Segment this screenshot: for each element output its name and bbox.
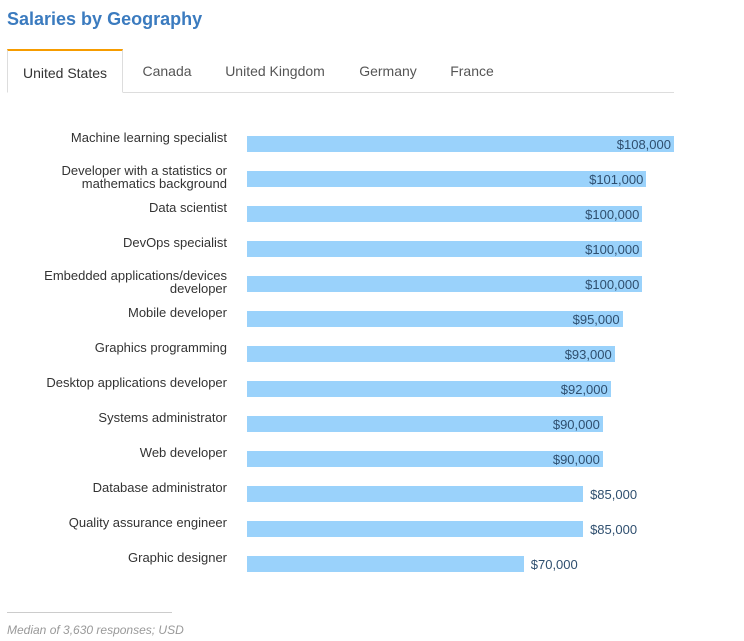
value-label: $93,000 [564,347,612,362]
category-label: Graphic designer [128,550,227,565]
value-label: $90,000 [552,452,600,467]
bar [247,521,584,537]
category-label: Systems administrator [98,410,227,425]
value-label: $85,000 [590,522,638,537]
bar [247,206,643,222]
bar [247,241,643,257]
bar [247,171,647,187]
value-label: $85,000 [590,487,638,502]
country-tabs: United States Canada United Kingdom Germ… [7,49,674,93]
footnote-divider [7,612,172,613]
tab-germany[interactable]: Germany [359,63,417,79]
value-label: $92,000 [560,382,608,397]
value-label: $100,000 [585,242,640,257]
bar [247,451,603,467]
bar [247,556,524,572]
value-label: $100,000 [585,277,640,292]
category-label: Database administrator [92,480,227,495]
bar [247,276,643,292]
tab-france[interactable]: France [450,63,494,79]
category-label: Mobile developer [127,305,227,320]
category-label: Quality assurance engineer [68,515,227,530]
category-label: DevOps specialist [122,235,227,250]
value-label: $108,000 [616,137,671,152]
page-title: Salaries by Geography [7,9,203,29]
tab-united-kingdom[interactable]: United Kingdom [225,63,325,79]
category-label: Data scientist [148,200,227,215]
category-label: Embedded applications/devices developer [44,268,227,296]
bar [247,486,584,502]
bar [247,346,615,362]
category-label: Web developer [139,445,227,460]
value-label: $90,000 [552,417,600,432]
bar [247,381,611,397]
tab-canada[interactable]: Canada [142,63,192,79]
value-label: $101,000 [589,172,644,187]
value-label: $95,000 [572,312,620,327]
footnote: Median of 3,630 responses; USD [7,623,184,637]
value-label: $70,000 [530,557,578,572]
bar [247,136,674,152]
category-label: Graphics programming [94,340,227,355]
category-label: Developer with a statistics or mathemati… [61,163,227,191]
category-label: Desktop applications developer [46,375,227,390]
category-label: Machine learning specialist [70,130,227,145]
bar [247,416,603,432]
salary-bar-chart: Machine learning specialist $108,000 Devel… [44,130,674,572]
value-label: $100,000 [585,207,640,222]
bar [247,311,623,327]
tab-united-states[interactable]: United States [7,49,123,93]
